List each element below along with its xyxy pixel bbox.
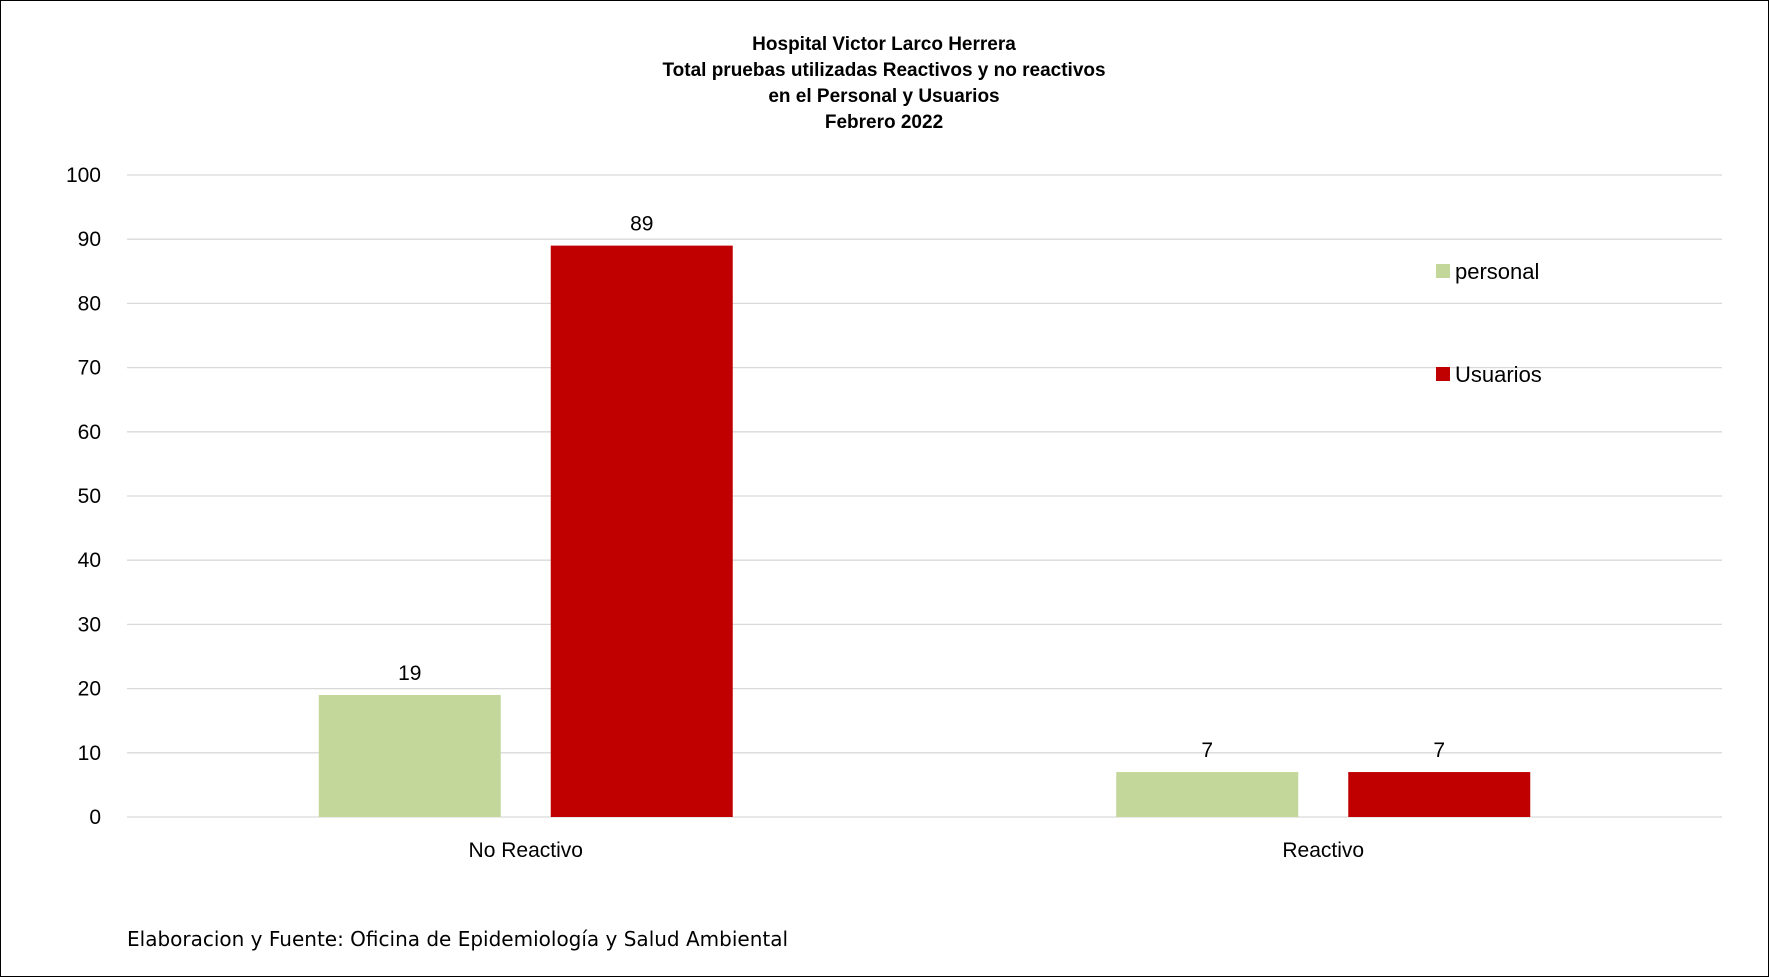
legend: personal Usuarios <box>1436 259 1542 387</box>
data-label: 89 <box>630 213 653 236</box>
y-tick-label: 30 <box>78 613 101 636</box>
title-line-2: Total pruebas utilizadas Reactivos y no … <box>662 60 1105 81</box>
legend-swatch-personal <box>1436 264 1450 278</box>
legend-label-personal: personal <box>1455 259 1539 284</box>
y-tick-label: 40 <box>78 549 101 572</box>
legend-swatch-usuarios <box>1436 367 1450 381</box>
y-axis-ticks: 0 10 20 30 40 50 60 70 80 90 100 <box>66 164 101 829</box>
legend-label-usuarios: Usuarios <box>1455 362 1542 387</box>
title-line-1: Hospital Victor Larco Herrera <box>752 34 1016 55</box>
bar-usuarios-reactivo <box>1348 772 1531 817</box>
y-tick-label: 0 <box>89 806 101 829</box>
y-tick-label: 70 <box>78 357 101 380</box>
category-label: No Reactivo <box>469 839 583 862</box>
y-tick-label: 80 <box>78 292 101 315</box>
y-tick-label: 90 <box>78 228 101 251</box>
bars <box>318 245 1531 817</box>
source-note: Elaboracion y Fuente: Oficina de Epidemi… <box>127 927 788 951</box>
y-tick-label: 100 <box>66 164 101 187</box>
data-label: 7 <box>1433 739 1445 762</box>
data-label: 7 <box>1201 739 1213 762</box>
y-tick-label: 20 <box>78 678 101 701</box>
bar-personal-no-reactivo <box>318 695 501 817</box>
title-line-3: en el Personal y Usuarios <box>768 86 999 107</box>
data-label: 19 <box>398 662 421 685</box>
y-tick-label: 50 <box>78 485 101 508</box>
bar-personal-reactivo <box>1116 772 1299 817</box>
data-labels: 19 89 7 7 <box>398 213 1445 762</box>
category-label: Reactivo <box>1282 839 1364 862</box>
title-line-4: Febrero 2022 <box>825 112 943 133</box>
bar-usuarios-no-reactivo <box>550 245 733 817</box>
y-tick-label: 60 <box>78 421 101 444</box>
chart-title: Hospital Victor Larco Herrera Total prue… <box>662 34 1105 133</box>
y-tick-label: 10 <box>78 742 101 765</box>
x-axis-categories: No Reactivo Reactivo <box>469 839 1365 862</box>
